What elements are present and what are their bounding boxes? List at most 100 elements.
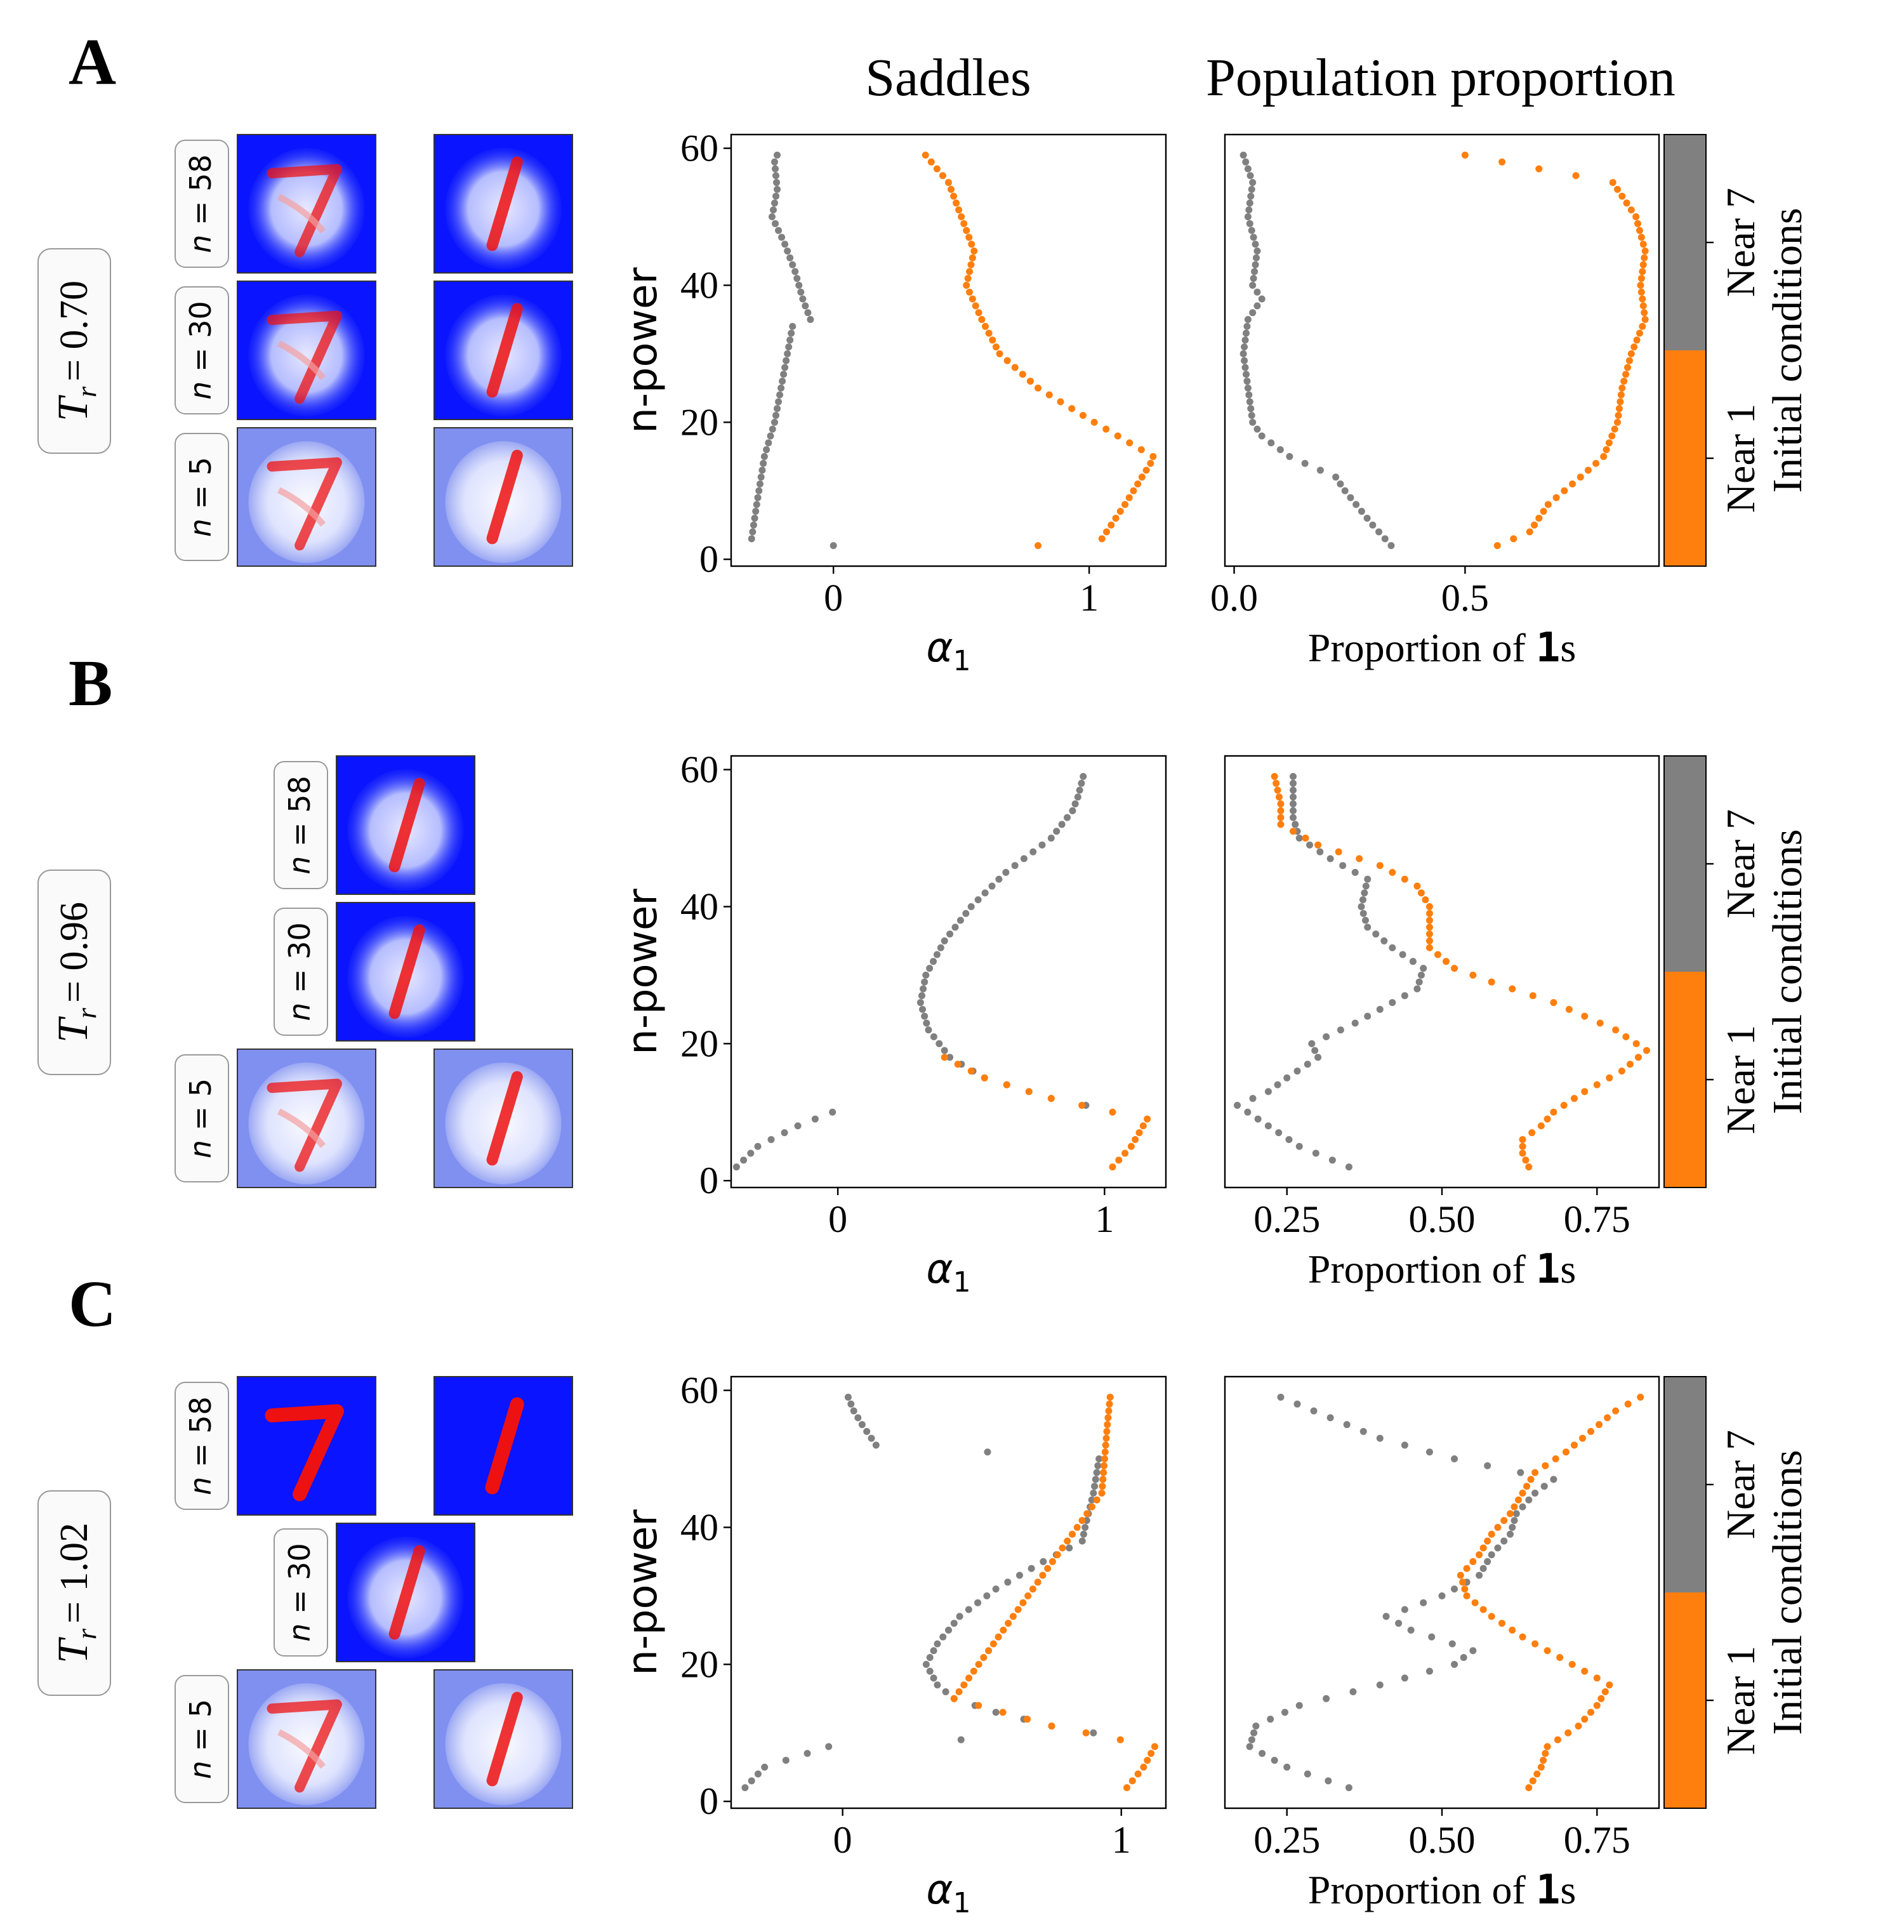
data-point: [1241, 336, 1249, 344]
x-axis-label-prefix: Proportion of: [1308, 625, 1536, 670]
data-point: [793, 275, 801, 282]
data-point: [1244, 384, 1252, 392]
data-point: [1098, 1489, 1106, 1497]
n-label-box: [175, 1675, 229, 1803]
n-label-prefix: n =: [183, 338, 218, 400]
data-point: [1328, 1156, 1336, 1164]
data-point: [1088, 1496, 1095, 1504]
data-point: [1079, 412, 1087, 420]
digit-seven-stroke: [267, 164, 342, 258]
data-point: [1144, 1756, 1151, 1764]
n-label-value: 30: [282, 1543, 317, 1580]
digit-seven-overlay: [277, 487, 326, 527]
n-label-text: n = 58: [282, 776, 317, 875]
data-point: [747, 1149, 755, 1157]
data-point: [1535, 514, 1543, 522]
data-point: [1247, 192, 1255, 200]
data-point: [1471, 1599, 1479, 1606]
data-point: [1584, 466, 1592, 474]
data-point: [1352, 501, 1360, 508]
n-label-value: 5: [183, 1699, 218, 1717]
data-point: [966, 268, 974, 275]
data-point: [1092, 1476, 1099, 1483]
data-point: [1289, 779, 1297, 787]
data-point: [1525, 1163, 1533, 1171]
data-point: [1494, 1523, 1502, 1531]
data-point: [1135, 1129, 1143, 1137]
data-point: [1511, 1517, 1518, 1525]
data-point: [1460, 1654, 1467, 1662]
n-label-value: 5: [183, 457, 218, 475]
data-point: [1451, 1585, 1458, 1593]
digit-image: [336, 1523, 475, 1662]
data-point: [1240, 151, 1247, 159]
data-point: [1389, 944, 1396, 951]
data-point: [1641, 315, 1649, 323]
data-point: [1107, 521, 1115, 529]
data-point: [1249, 1095, 1257, 1102]
data-point: [1349, 1688, 1357, 1696]
data-point: [1130, 487, 1137, 494]
data-point: [1090, 1489, 1097, 1497]
data-point: [1147, 1750, 1155, 1757]
data-point: [1428, 1633, 1436, 1641]
digit-image: [237, 281, 376, 420]
data-point: [945, 1626, 952, 1634]
data-point: [1109, 1108, 1116, 1116]
digit-image: [237, 134, 376, 274]
data-point: [1249, 309, 1257, 317]
data-point: [791, 268, 799, 275]
data-point: [1641, 247, 1649, 255]
data-point: [1123, 1784, 1131, 1792]
data-point: [789, 322, 797, 330]
data-point: [1246, 220, 1253, 227]
panel-letter: B: [69, 647, 112, 720]
tr-label-box: [37, 870, 111, 1075]
data-point: [1606, 1074, 1613, 1082]
y-tick-label: 40: [680, 885, 718, 927]
data-point: [1253, 302, 1261, 310]
y-tick-label: 60: [680, 1370, 718, 1412]
data-point: [760, 460, 767, 467]
data-point: [1276, 446, 1284, 454]
data-point: [1593, 1081, 1601, 1088]
data-point: [847, 1400, 855, 1408]
data-point: [1252, 261, 1259, 268]
digit-seven-overlay: [277, 1729, 326, 1769]
data-point: [1612, 1026, 1620, 1034]
data-point: [1581, 1088, 1589, 1095]
data-point: [1121, 1149, 1129, 1157]
data-point: [1341, 487, 1349, 494]
data-point: [1537, 1763, 1545, 1771]
data-point: [1362, 882, 1370, 890]
data-point: [916, 999, 924, 1007]
x-tick-label: 0: [824, 577, 843, 619]
data-point: [1105, 1407, 1113, 1415]
data-point: [1098, 535, 1106, 543]
data-point: [1479, 1544, 1487, 1552]
data-point: [1140, 1763, 1147, 1771]
data-point: [1335, 848, 1342, 856]
data-point: [1091, 1483, 1099, 1490]
data-point: [1417, 889, 1425, 897]
data-point: [1550, 1476, 1557, 1483]
data-point: [1544, 1743, 1551, 1750]
data-point: [1277, 800, 1285, 808]
data-point: [807, 315, 814, 323]
data-point: [975, 1660, 982, 1668]
data-point: [1289, 814, 1297, 821]
data-point: [1250, 234, 1257, 241]
n-label: n = 5: [175, 433, 229, 561]
data-point: [1252, 1722, 1260, 1730]
data-point: [1020, 855, 1028, 863]
digit-seven-overlay: [277, 194, 326, 234]
data-point: [1488, 978, 1495, 986]
data-point: [1019, 1599, 1027, 1606]
data-point: [1461, 151, 1469, 159]
x-axis-label-bold: 1: [1536, 625, 1561, 672]
data-point: [767, 432, 774, 440]
data-point: [1244, 315, 1252, 323]
data-point: [1612, 1407, 1620, 1415]
data-point: [1544, 501, 1552, 508]
data-point: [974, 1599, 982, 1606]
